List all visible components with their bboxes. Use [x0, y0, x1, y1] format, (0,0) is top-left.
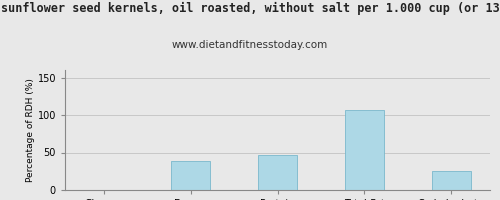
Bar [258, 155, 297, 190]
Y-axis label: Percentage of RDH (%): Percentage of RDH (%) [26, 78, 35, 182]
Bar [345, 110, 384, 190]
Bar [171, 161, 210, 190]
Text: www.dietandfitnesstoday.com: www.dietandfitnesstoday.com [172, 40, 328, 50]
Text: sunflower seed kernels, oil roasted, without salt per 1.000 cup (or 13: sunflower seed kernels, oil roasted, wit… [0, 2, 500, 15]
Bar [432, 171, 470, 190]
